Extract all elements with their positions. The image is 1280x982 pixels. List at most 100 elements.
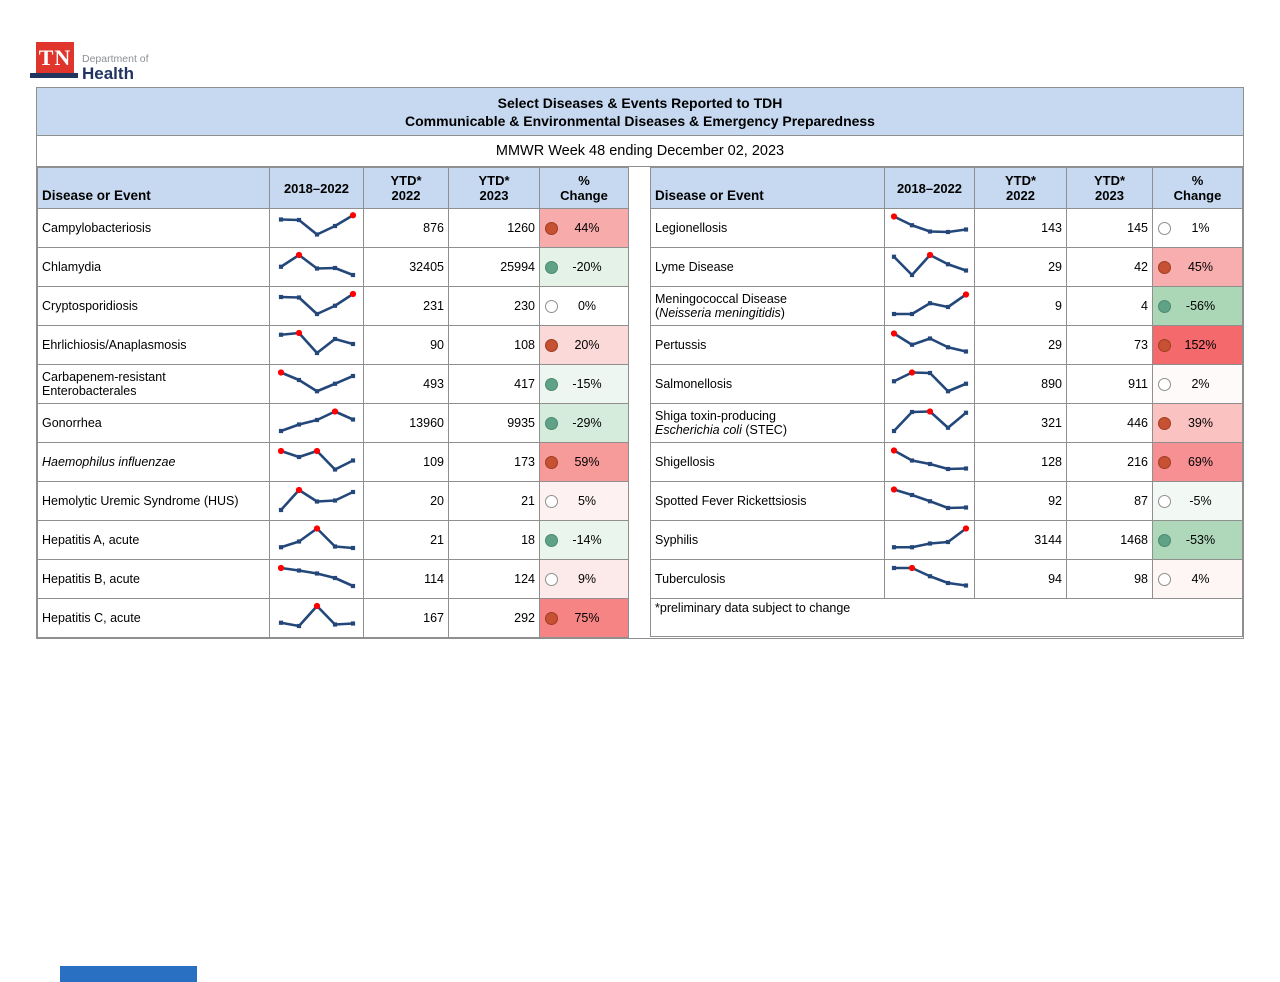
spark-point xyxy=(350,458,355,463)
ytd-2023-value: 4 xyxy=(1066,286,1153,326)
percent-change-value: -14% xyxy=(572,533,602,547)
spark-point xyxy=(350,583,355,589)
spark-point xyxy=(891,379,897,384)
spark-point xyxy=(296,295,301,300)
percent-change-cell: 0% xyxy=(539,286,629,326)
percent-change-value: 44% xyxy=(574,221,600,235)
ytd-2022-value: 32405 xyxy=(363,247,449,287)
ytd-2023-value: 145 xyxy=(1066,208,1153,248)
disease-name: Shiga toxin-producing Escherichia coli (S… xyxy=(650,403,885,443)
table-header-row: Disease or Event 2018–2022 YTD* 2022 YTD* 202… xyxy=(650,167,1243,209)
decrease-icon xyxy=(545,416,558,430)
spark-point xyxy=(945,304,951,310)
percent-change-cell: 45% xyxy=(1152,247,1243,287)
table-row: Pertussis 29 73 152% xyxy=(650,325,1243,365)
ytd-2022-value: 9 xyxy=(974,286,1067,326)
ytd-2023-value: 73 xyxy=(1066,325,1153,365)
percent-change-value: -53% xyxy=(1185,533,1216,547)
spark-point xyxy=(278,332,283,337)
percent-change-cell: 4% xyxy=(1152,559,1243,599)
spark-highlight-point xyxy=(295,486,302,494)
spark-highlight-point xyxy=(349,290,356,298)
table-row: Hemolytic Uremic Syndrome (HUS) 20 21 5% xyxy=(37,481,629,521)
trend-sparkline-chart xyxy=(278,486,355,513)
spark-point xyxy=(963,583,969,588)
spark-point xyxy=(278,217,283,222)
disease-name: Hemolytic Uremic Syndrome (HUS) xyxy=(37,481,270,521)
ytd-2022-value: 109 xyxy=(363,442,449,482)
table-row: Legionellosis 143 145 1% xyxy=(650,208,1243,248)
spark-point xyxy=(332,498,337,503)
ytd-2022-value: 20 xyxy=(363,481,449,521)
no-change-icon xyxy=(1158,572,1171,586)
spark-highlight-point xyxy=(908,564,916,572)
spark-highlight-point xyxy=(313,602,320,610)
spark-point xyxy=(296,454,301,460)
ytd-2022-value: 493 xyxy=(363,364,449,404)
disease-report: Select Diseases & Events Reported to TDH… xyxy=(36,87,1244,639)
trend-sparkline xyxy=(269,364,364,404)
spark-point xyxy=(332,303,337,308)
table-row: Gonorrhea 13960 9935 -29% xyxy=(37,403,629,443)
no-change-icon xyxy=(1158,377,1171,391)
col-header-trend: 2018–2022 xyxy=(269,167,364,209)
spark-point xyxy=(945,425,951,430)
spark-point xyxy=(278,264,283,269)
percent-change-cell: 75% xyxy=(539,598,629,638)
percent-change-value: 75% xyxy=(574,611,600,625)
ytd-2023-value: 87 xyxy=(1066,481,1153,521)
spark-point xyxy=(891,565,897,571)
trend-sparkline xyxy=(269,442,364,482)
increase-icon xyxy=(1158,338,1171,352)
ytd-2023-value: 216 xyxy=(1066,442,1153,482)
percent-change-value: -5% xyxy=(1189,494,1212,508)
ytd-2023-value: 98 xyxy=(1066,559,1153,599)
disease-name: Cryptosporidiosis xyxy=(37,286,270,326)
table-row: Hepatitis B, acute 114 124 9% xyxy=(37,559,629,599)
spark-point xyxy=(350,341,355,347)
spark-highlight-point xyxy=(908,369,916,376)
spark-highlight-point xyxy=(277,564,284,572)
spark-highlight-point xyxy=(349,212,356,219)
spark-point xyxy=(332,265,337,271)
trend-sparkline-chart xyxy=(277,564,355,589)
trend-sparkline xyxy=(269,481,364,521)
disease-name: Gonorrhea xyxy=(37,403,270,443)
table-row: Syphilis 3144 1468 -53% xyxy=(650,520,1243,560)
trend-sparkline-chart xyxy=(278,251,355,278)
spark-point xyxy=(350,417,355,422)
col-header-ytd-2022: YTD* 2022 xyxy=(974,167,1067,209)
spark-point xyxy=(296,422,301,427)
spark-point xyxy=(909,311,915,317)
logo-underline xyxy=(30,73,78,78)
trend-sparkline xyxy=(884,286,975,326)
disease-name: Spotted Fever Rickettsiosis xyxy=(650,481,885,521)
disease-table-right: Disease or Event 2018–2022 YTD* 2022 YTD* 202… xyxy=(650,167,1243,637)
ytd-2022-value: 92 xyxy=(974,481,1067,521)
ytd-2023-value: 18 xyxy=(448,520,540,560)
ytd-2023-value: 446 xyxy=(1066,403,1153,443)
ytd-2022-value: 3144 xyxy=(974,520,1067,560)
col-header-ytd-2023: YTD* 2023 xyxy=(448,167,540,209)
spark-point xyxy=(909,342,915,347)
increase-icon xyxy=(545,221,558,235)
percent-change-cell: 1% xyxy=(1152,208,1243,248)
percent-change-value: 45% xyxy=(1187,260,1214,274)
percent-change-cell: -14% xyxy=(539,520,629,560)
spark-point xyxy=(314,232,319,237)
disease-name: Tuberculosis xyxy=(650,559,885,599)
spark-point xyxy=(927,301,933,306)
spark-point xyxy=(332,622,337,627)
spark-highlight-point xyxy=(313,525,320,532)
ytd-2022-value: 143 xyxy=(974,208,1067,248)
table-row: Shiga toxin-producing Escherichia coli (S… xyxy=(650,403,1243,443)
trend-sparkline xyxy=(269,247,364,287)
trend-sparkline-chart xyxy=(278,212,356,237)
spark-point xyxy=(278,620,283,625)
spark-point xyxy=(350,489,355,495)
spark-highlight-point xyxy=(926,251,934,259)
disease-name: Lyme Disease xyxy=(650,247,885,287)
spark-point xyxy=(963,381,969,386)
trend-sparkline xyxy=(269,598,364,638)
table-header-row: Disease or Event 2018–2022 YTD* 2022 YTD* 202… xyxy=(37,167,629,209)
